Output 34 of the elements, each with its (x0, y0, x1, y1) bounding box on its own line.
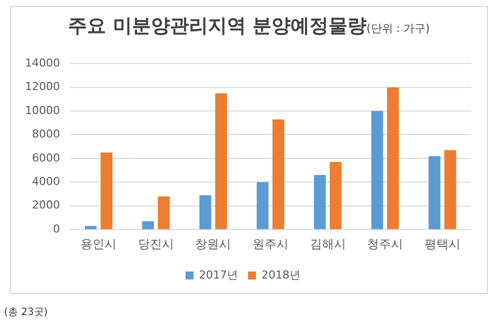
x-tick-label: 김해시 (310, 236, 346, 251)
chart-title: 주요 미분양관리지역 분양예정물량 (68, 15, 366, 37)
x-tick-label: 원주시 (252, 236, 288, 251)
y-tick-label: 6000 (32, 151, 60, 164)
chart-subtitle: (단위 : 가구) (366, 22, 430, 35)
y-tick-label: 4000 (32, 175, 60, 188)
y-tick-label: 0 (52, 222, 60, 236)
legend-label: 2018년 (262, 268, 300, 282)
bar (371, 111, 384, 230)
y-tick-label: 14000 (24, 56, 60, 70)
bar (215, 93, 227, 230)
bar (158, 196, 170, 230)
x-tick-label: 청주시 (367, 236, 404, 251)
bar (100, 152, 112, 230)
bar (330, 162, 342, 230)
x-tick-label: 창원시 (195, 236, 232, 251)
text: (총 23곳) (4, 306, 48, 319)
x-tick-label: 용인시 (80, 236, 117, 251)
bar (142, 221, 154, 230)
bar (314, 175, 326, 230)
bar (387, 87, 399, 230)
x-tick-label: 평택시 (424, 236, 460, 251)
bar (428, 156, 440, 230)
bar (272, 119, 284, 230)
bar (199, 195, 212, 230)
y-tick-label: 10000 (24, 104, 60, 117)
y-tick-label: 2000 (32, 198, 60, 212)
bar (444, 150, 456, 230)
y-tick-label: 12000 (24, 80, 60, 94)
y-tick-label: 8000 (32, 128, 60, 141)
x-tick-label: 당진시 (138, 236, 174, 251)
bar (84, 226, 97, 230)
bar (256, 182, 269, 230)
legend-label: 2017년 (199, 268, 238, 282)
